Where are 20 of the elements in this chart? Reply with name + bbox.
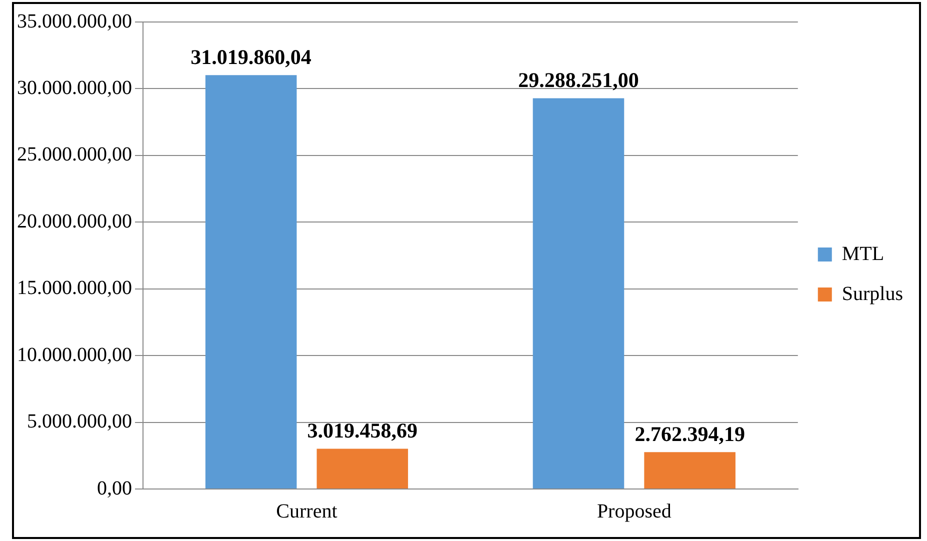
bar [316, 448, 408, 488]
x-tick-label: Proposed [596, 500, 672, 522]
y-tick-label: 25.000.000,00 [17, 144, 132, 166]
y-tick-label: 20.000.000,00 [17, 210, 132, 232]
data-label: 31.019.860,04 [190, 45, 312, 70]
y-tick-label: 30.000.000,00 [17, 76, 132, 99]
data-label: 3.019.458,69 [307, 418, 418, 443]
y-tick-label: 15.000.000,00 [17, 277, 132, 300]
legend-label: MTL [842, 242, 884, 265]
bar [644, 452, 736, 488]
bar [532, 98, 624, 488]
y-tick-label: 0,00 [97, 477, 132, 500]
legend-label: Surplus [842, 282, 904, 305]
y-tick-label: 10.000.000,00 [17, 344, 132, 366]
data-label: 29.288.251,00 [518, 68, 639, 92]
x-tick-label: Current [276, 500, 338, 522]
y-tick-label: 35.000.000,00 [17, 10, 132, 32]
y-tick-label: 5.000.000,00 [27, 410, 132, 433]
data-label: 2.762.394,19 [634, 422, 745, 446]
bar [205, 75, 297, 488]
